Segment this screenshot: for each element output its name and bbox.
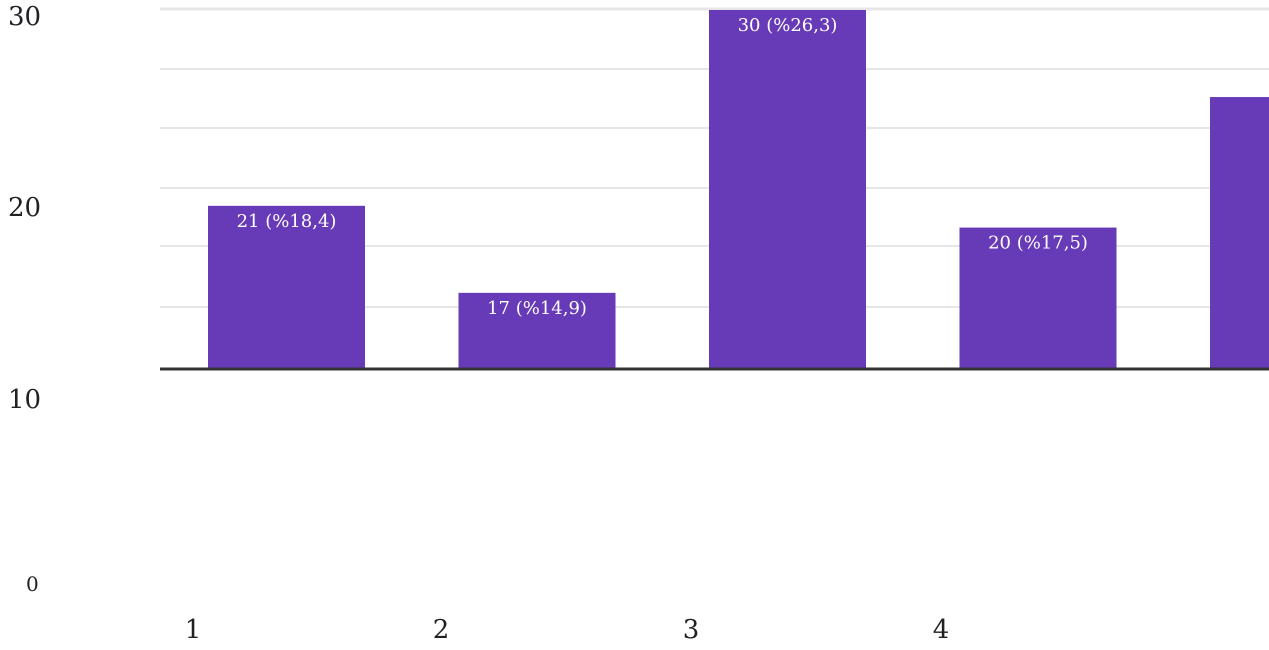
data-label-4: 20 (%17,5) xyxy=(988,233,1088,254)
bar-2 xyxy=(458,292,616,369)
bar-5 xyxy=(1210,97,1269,369)
data-label-3: 30 (%26,3) xyxy=(738,15,838,36)
bar-1 xyxy=(208,205,365,369)
y-tick-label-20: 20 xyxy=(8,193,42,223)
x-tick-label-3: 3 xyxy=(682,615,700,645)
bar-3 xyxy=(709,10,866,369)
x-tick-label-1: 1 xyxy=(184,615,202,645)
y-tick-label-30: 30 xyxy=(8,2,42,32)
data-label-2: 17 (%14,9) xyxy=(487,298,587,319)
bar-4 xyxy=(959,227,1117,369)
y-tick-label-10: 10 xyxy=(8,385,42,415)
y-tick-label-0: 0 xyxy=(26,572,39,596)
data-label-1: 21 (%18,4) xyxy=(237,211,337,232)
x-tick-label-4: 4 xyxy=(932,615,950,645)
x-tick-label-2: 2 xyxy=(432,615,450,645)
bars: 21 (%18,4) 17 (%14,9) 30 (%26,3) 20 (%17,5)… xyxy=(208,10,1269,369)
